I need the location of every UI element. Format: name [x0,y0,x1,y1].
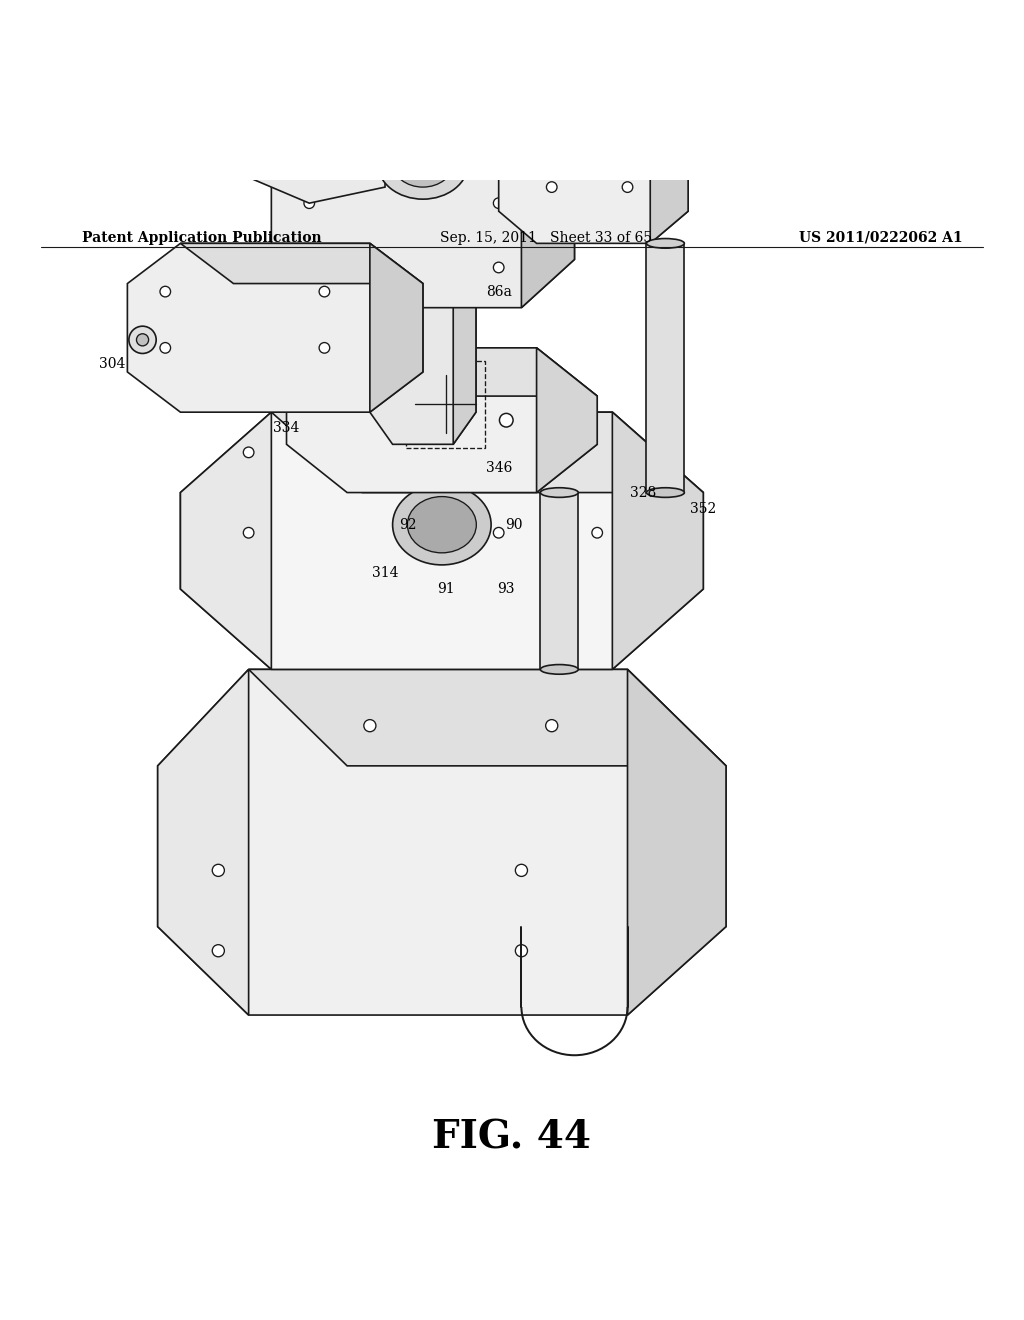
Circle shape [500,413,513,428]
Text: 328: 328 [630,486,655,499]
Text: US 2011/0222062 A1: US 2011/0222062 A1 [799,231,963,244]
Ellipse shape [392,484,492,565]
Polygon shape [158,669,726,1015]
Polygon shape [541,492,579,669]
Circle shape [547,182,557,193]
Text: 93: 93 [498,582,515,597]
Circle shape [494,198,504,209]
Text: Sep. 15, 2011   Sheet 33 of 65: Sep. 15, 2011 Sheet 33 of 65 [440,231,652,244]
Circle shape [623,117,633,128]
Circle shape [136,334,148,346]
Circle shape [244,447,254,458]
Polygon shape [628,669,726,1015]
Text: 92: 92 [399,517,417,532]
Text: FIG. 44: FIG. 44 [432,1119,592,1156]
Polygon shape [347,348,597,396]
Circle shape [160,286,171,297]
Ellipse shape [541,664,579,675]
Circle shape [244,528,254,539]
Polygon shape [612,412,703,669]
Polygon shape [158,669,249,1015]
Ellipse shape [392,139,454,187]
Ellipse shape [646,487,684,498]
Circle shape [212,945,224,957]
Polygon shape [287,348,597,492]
Text: 90: 90 [505,517,522,532]
Polygon shape [180,243,423,284]
Polygon shape [537,91,688,123]
Text: 91: 91 [437,582,455,597]
Polygon shape [537,348,597,492]
Circle shape [342,447,352,458]
Text: Patent Application Publication: Patent Application Publication [82,231,322,244]
Circle shape [319,286,330,297]
Circle shape [212,865,224,876]
Circle shape [546,719,558,731]
Circle shape [547,117,557,128]
Circle shape [494,528,504,539]
Ellipse shape [378,127,468,199]
Circle shape [515,945,527,957]
Polygon shape [127,243,423,412]
Circle shape [304,198,314,209]
Circle shape [494,263,504,273]
Polygon shape [521,123,574,308]
Text: 334: 334 [273,421,300,436]
Text: 86a: 86a [485,285,512,298]
Polygon shape [271,412,703,492]
Text: 314: 314 [372,566,398,579]
Circle shape [304,263,314,273]
Polygon shape [650,91,688,243]
Text: 346: 346 [485,462,512,475]
Circle shape [623,182,633,193]
Polygon shape [454,0,476,445]
Circle shape [129,326,157,354]
Text: 352: 352 [690,502,717,516]
Polygon shape [325,123,574,172]
Circle shape [592,528,602,539]
Circle shape [160,343,171,354]
Ellipse shape [541,487,579,498]
Ellipse shape [646,239,684,248]
Polygon shape [249,669,726,766]
Polygon shape [180,412,703,669]
Polygon shape [499,91,688,243]
Ellipse shape [408,496,476,553]
Polygon shape [646,243,684,492]
Polygon shape [370,0,476,445]
Circle shape [606,214,618,226]
Polygon shape [271,123,574,308]
Circle shape [319,343,330,354]
Circle shape [364,366,377,379]
Circle shape [494,447,504,458]
Polygon shape [370,243,423,412]
Polygon shape [180,412,271,669]
Polygon shape [218,91,385,203]
Circle shape [515,865,527,876]
Circle shape [599,206,626,232]
Circle shape [364,719,376,731]
Text: 304: 304 [99,356,125,371]
